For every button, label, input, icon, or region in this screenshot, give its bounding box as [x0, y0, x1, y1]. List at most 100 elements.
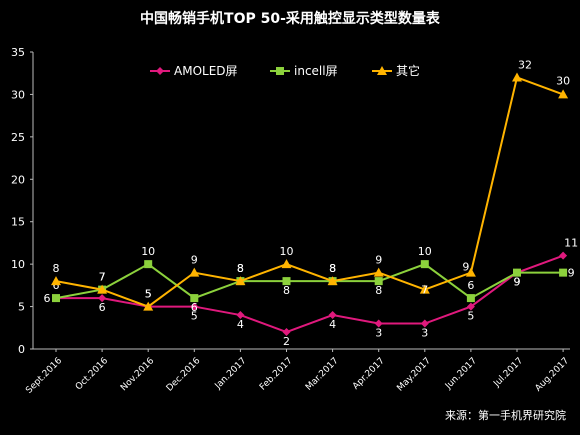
data-label: 30	[556, 74, 570, 87]
data-label: 5	[145, 288, 152, 301]
data-label: 10	[280, 245, 294, 258]
legend-item: 其它	[372, 63, 420, 78]
data-point-diamond	[190, 302, 199, 311]
chart-title: 中国畅销手机TOP 50-采用触控显示类型数量表	[140, 11, 440, 27]
legend-item: incell屏	[270, 64, 338, 78]
data-point-triangle	[373, 267, 384, 277]
data-label: 6	[44, 292, 51, 305]
x-tick-label: Jan.2017	[213, 356, 249, 392]
data-label: 7	[99, 271, 106, 284]
y-tick-label: 20	[11, 173, 25, 186]
y-tick-label: 0	[18, 343, 25, 356]
data-point-triangle	[51, 276, 61, 286]
data-label: 32	[518, 58, 532, 71]
data-point-square	[276, 67, 284, 75]
data-point-diamond	[466, 302, 475, 311]
data-point-square	[190, 294, 199, 303]
data-label: 7	[421, 284, 428, 297]
data-point-square	[52, 294, 60, 303]
data-label: 6	[467, 279, 474, 292]
data-point-square	[466, 294, 475, 303]
data-label: 7	[99, 271, 106, 284]
data-point-triangle	[143, 301, 154, 311]
data-point-square	[513, 268, 521, 277]
chart-legend: AMOLED屏 incell屏 其它	[150, 63, 420, 78]
data-label: 10	[141, 245, 155, 258]
data-point-square	[420, 260, 429, 269]
data-label: 8	[329, 262, 336, 275]
data-point-diamond	[328, 311, 337, 320]
data-label: 6	[99, 301, 106, 314]
data-point-triangle	[189, 267, 200, 277]
data-point-triangle	[281, 259, 292, 269]
data-point-triangle	[377, 66, 387, 75]
data-label: 8	[375, 284, 382, 297]
y-tick-label: 10	[11, 258, 25, 271]
data-point-diamond	[156, 67, 164, 75]
x-tick-label: Jul.2017	[491, 356, 525, 390]
y-tick-label: 25	[11, 131, 25, 144]
data-point-diamond	[282, 328, 291, 337]
legend-item: AMOLED屏	[150, 64, 238, 78]
series-line	[55, 262, 564, 300]
data-point-square	[282, 277, 291, 286]
data-label: 5	[145, 288, 152, 301]
x-tick-label: Jun.2017	[443, 356, 479, 392]
x-tick-label: Dec.2016	[165, 356, 203, 394]
data-label: 9	[514, 276, 521, 289]
data-label: 8	[237, 262, 244, 275]
x-tick-label: Apr.2017	[351, 356, 387, 392]
data-point-triangle	[419, 284, 430, 294]
y-tick-label: 5	[18, 301, 25, 314]
data-label: 2	[283, 335, 290, 348]
data-point-diamond	[420, 319, 429, 328]
data-point-diamond	[98, 294, 107, 303]
legend-label: AMOLED屏	[174, 64, 238, 78]
x-tick-label: May.2017	[395, 356, 433, 394]
data-point-diamond	[236, 311, 245, 320]
data-point-triangle	[97, 284, 108, 294]
data-point-square	[374, 277, 383, 286]
data-label: 9	[191, 254, 198, 267]
series-line	[55, 76, 564, 308]
data-label: 11	[564, 237, 578, 250]
x-tick-label: Sept.2016	[24, 356, 64, 396]
data-label: 6	[53, 279, 60, 292]
x-tick-label: Nov.2016	[119, 356, 156, 393]
x-tick-label: Aug.2017	[534, 356, 572, 394]
data-label: 8	[283, 284, 290, 297]
series-line	[56, 254, 564, 334]
data-label: 9	[375, 254, 382, 267]
data-label: 6	[191, 301, 198, 314]
data-point-triangle	[558, 89, 569, 99]
data-label: 8	[329, 262, 336, 275]
y-tick-label: 35	[11, 46, 25, 59]
series-2: 8 7 5 9 8 10 8 9 7 9 32 30	[51, 58, 570, 311]
x-tick-label: Feb.2017	[258, 356, 295, 393]
data-label: 8	[237, 262, 244, 275]
y-tick-label: 15	[11, 216, 25, 229]
data-label: 9	[514, 276, 521, 289]
data-label: 3	[375, 327, 382, 340]
data-point-triangle	[465, 267, 476, 277]
data-point-triangle	[235, 276, 246, 286]
source-note: 来源：第一手机界研究院	[445, 409, 566, 422]
data-label: 8	[53, 262, 60, 275]
data-point-diamond	[559, 251, 568, 260]
legend-label: incell屏	[294, 64, 338, 78]
y-tick-label: 30	[11, 88, 25, 101]
data-label: 3	[421, 327, 428, 340]
x-tick-label: Mar.2017	[304, 356, 341, 393]
data-point-triangle	[327, 276, 338, 286]
x-tick-label: Oct.2016	[74, 356, 110, 392]
data-point-square	[559, 268, 568, 277]
data-label: 9	[568, 267, 575, 280]
series-1: 6 7 10 6 8 8 8 8 10 6 9 9	[44, 245, 575, 314]
data-point-diamond	[374, 319, 383, 328]
data-label: 5	[467, 310, 474, 323]
legend-label: 其它	[396, 63, 420, 78]
